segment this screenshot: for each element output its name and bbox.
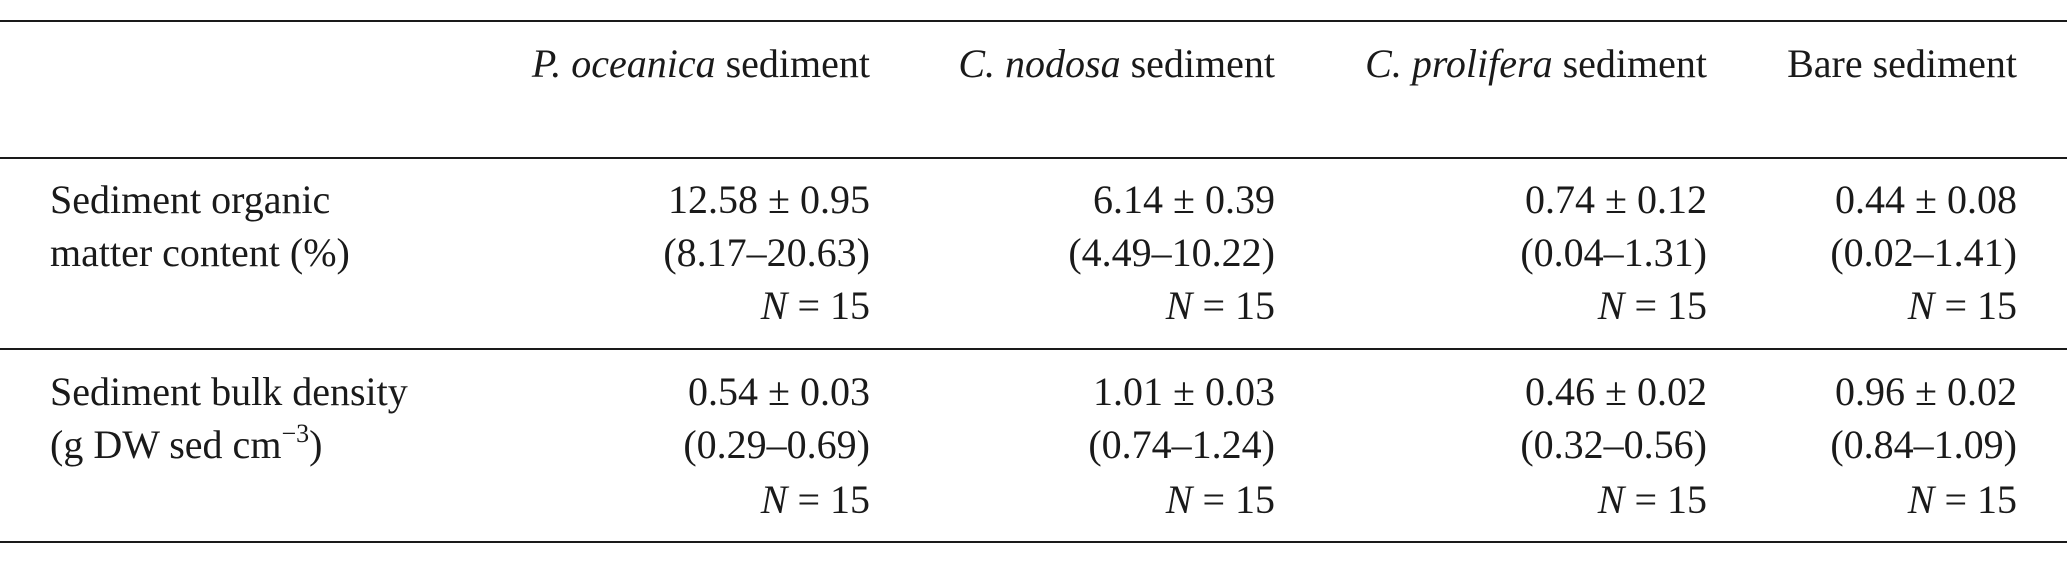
unit-base: (g DW sed cm — [50, 422, 282, 467]
row-label: matter content (%) — [50, 233, 350, 273]
cell-n-value: = 15 — [1944, 477, 2017, 522]
cell-mean: 0.74 ± 0.12 — [1525, 177, 1707, 222]
cell-range: (4.49–10.22) — [1068, 230, 1275, 275]
cell-range: (0.32–0.56) — [1520, 422, 1707, 467]
row-label: Sediment organic — [50, 180, 330, 220]
cell-n-symbol: N — [760, 477, 788, 522]
cell-line: 1.01 ± 0.03 — [1093, 372, 1275, 412]
column-header: P. oceanica sediment — [532, 44, 870, 84]
header-suffix: sediment — [1130, 41, 1275, 86]
cell-line: N = 15 — [761, 286, 870, 326]
row-label: Sediment bulk density — [50, 372, 408, 412]
cell-line: N = 15 — [1598, 480, 1707, 520]
cell-mean: 0.46 ± 0.02 — [1525, 369, 1707, 414]
cell-range: (8.17–20.63) — [663, 230, 870, 275]
top-rule — [0, 20, 2067, 22]
cell-line: 0.44 ± 0.08 — [1835, 180, 2017, 220]
cell-line: 0.54 ± 0.03 — [688, 372, 870, 412]
cell-line: (0.04–1.31) — [1520, 233, 1707, 273]
cell-mean: 12.58 ± 0.95 — [668, 177, 870, 222]
cell-n-symbol: N — [1597, 283, 1625, 328]
cell-mean: 0.44 ± 0.08 — [1835, 177, 2017, 222]
cell-n-value: = 15 — [1202, 283, 1275, 328]
cell-line: (0.74–1.24) — [1088, 425, 1275, 465]
species-name: P. oceanica — [531, 41, 716, 86]
cell-mean: 0.54 ± 0.03 — [688, 369, 870, 414]
cell-line: 12.58 ± 0.95 — [668, 180, 870, 220]
cell-range: (0.04–1.31) — [1520, 230, 1707, 275]
cell-range: (0.02–1.41) — [1830, 230, 2017, 275]
cell-range: (0.84–1.09) — [1830, 422, 2017, 467]
cell-mean: 1.01 ± 0.03 — [1093, 369, 1275, 414]
cell-line: N = 15 — [1166, 480, 1275, 520]
cell-line: N = 15 — [1166, 286, 1275, 326]
unit-exponent: −3 — [281, 419, 310, 448]
unit-close: ) — [309, 422, 323, 467]
cell-n-symbol: N — [1907, 283, 1935, 328]
cell-line: (0.84–1.09) — [1830, 425, 2017, 465]
cell-n-symbol: N — [1165, 283, 1193, 328]
cell-range: (0.29–0.69) — [683, 422, 870, 467]
cell-mean: 0.96 ± 0.02 — [1835, 369, 2017, 414]
bottom-rule — [0, 541, 2067, 543]
column-header: C. prolifera sediment — [1365, 44, 1707, 84]
cell-line: N = 15 — [1908, 286, 2017, 326]
cell-line: N = 15 — [1908, 480, 2017, 520]
row-rule — [0, 348, 2067, 350]
cell-n-symbol: N — [760, 283, 788, 328]
cell-line: 0.46 ± 0.02 — [1525, 372, 1707, 412]
column-header: C. nodosa sediment — [958, 44, 1275, 84]
header-suffix: Bare sediment — [1787, 41, 2017, 86]
cell-n-value: = 15 — [1634, 477, 1707, 522]
cell-n-value: = 15 — [1944, 283, 2017, 328]
row-label-line: matter content (%) — [50, 230, 350, 275]
header-suffix: sediment — [725, 41, 870, 86]
cell-line: (0.02–1.41) — [1830, 233, 2017, 273]
cell-line: (8.17–20.63) — [663, 233, 870, 273]
cell-n-value: = 15 — [1634, 283, 1707, 328]
header-rule — [0, 157, 2067, 159]
cell-line: 6.14 ± 0.39 — [1093, 180, 1275, 220]
column-header: Bare sediment — [1787, 44, 2017, 84]
row-label-line: Sediment bulk density — [50, 369, 408, 414]
row-label-line: Sediment organic — [50, 177, 331, 222]
cell-line: (0.29–0.69) — [683, 425, 870, 465]
cell-line: 0.74 ± 0.12 — [1525, 180, 1707, 220]
cell-line: (4.49–10.22) — [1068, 233, 1275, 273]
species-name: C. nodosa — [958, 41, 1121, 86]
cell-line: (0.32–0.56) — [1520, 425, 1707, 465]
species-name: C. prolifera — [1365, 41, 1553, 86]
cell-n-value: = 15 — [797, 477, 870, 522]
cell-mean: 6.14 ± 0.39 — [1093, 177, 1275, 222]
cell-range: (0.74–1.24) — [1088, 422, 1275, 467]
cell-n-symbol: N — [1165, 477, 1193, 522]
cell-n-value: = 15 — [797, 283, 870, 328]
cell-n-value: = 15 — [1202, 477, 1275, 522]
cell-n-symbol: N — [1907, 477, 1935, 522]
cell-line: N = 15 — [761, 480, 870, 520]
cell-line: 0.96 ± 0.02 — [1835, 372, 2017, 412]
cell-n-symbol: N — [1597, 477, 1625, 522]
header-suffix: sediment — [1562, 41, 1707, 86]
row-unit: (g DW sed cm−3) — [50, 421, 323, 467]
cell-line: N = 15 — [1598, 286, 1707, 326]
